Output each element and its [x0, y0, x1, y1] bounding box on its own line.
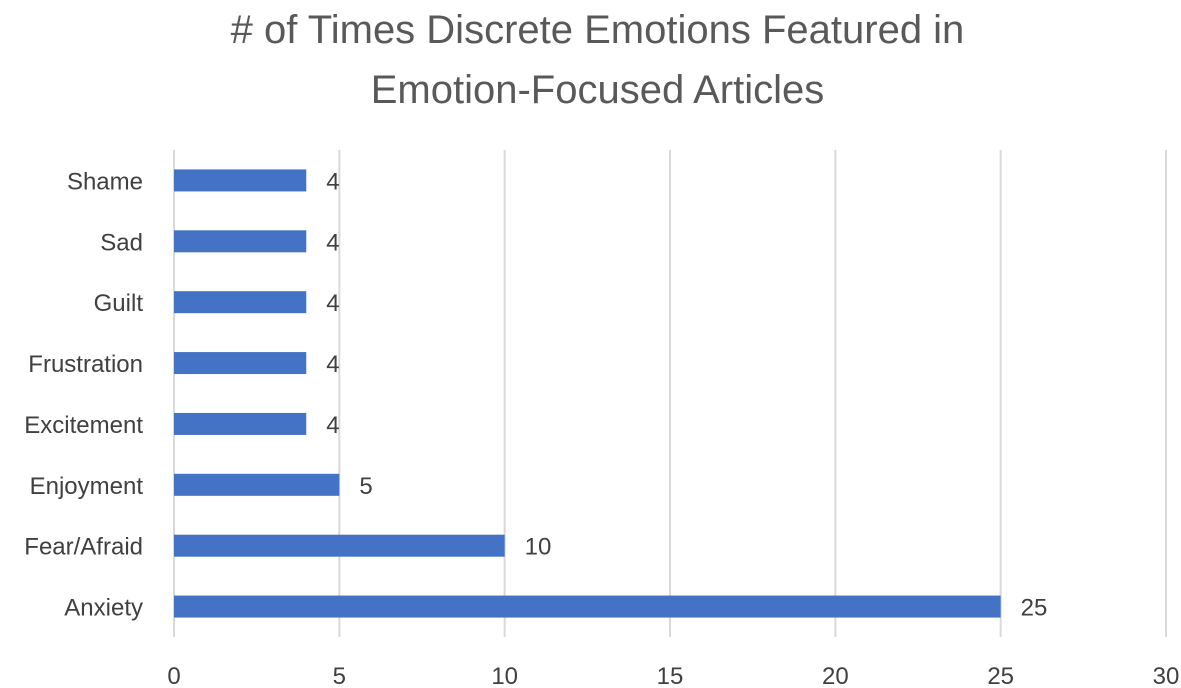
x-tick-label: 15: [657, 663, 684, 688]
data-label: 4: [326, 351, 339, 378]
y-category-label: Frustration: [28, 351, 143, 378]
data-label: 25: [1021, 595, 1048, 622]
data-label: 4: [326, 290, 339, 317]
gridlines: [173, 150, 1167, 637]
y-category-label: Anxiety: [64, 595, 143, 622]
x-tick-label: 5: [333, 663, 346, 688]
bar: [174, 291, 307, 314]
y-category-label: Guilt: [94, 290, 144, 317]
x-tick-label: 10: [491, 663, 518, 688]
bar: [174, 169, 307, 192]
bar: [174, 412, 307, 435]
x-tick-label: 0: [167, 663, 180, 688]
y-category-label: Sad: [100, 229, 143, 256]
y-category-label: Enjoyment: [30, 473, 144, 500]
x-tick-label: 20: [822, 663, 849, 688]
data-labels: 4 4 4 4 4 5 10 25: [326, 168, 1047, 621]
bars: [174, 169, 1001, 618]
category-axis-labels: Shame Sad Guilt Frustration Excitement Enjoym…: [24, 168, 143, 621]
x-tick-label: 30: [1153, 663, 1180, 688]
bar: [174, 352, 307, 375]
bar: [174, 534, 505, 557]
y-category-label: Fear/Afraid: [24, 534, 143, 561]
y-category-label: Shame: [67, 168, 143, 195]
data-label: 4: [326, 412, 339, 439]
chart-title: # of Times Discrete Emotions Featured in…: [0, 0, 1181, 120]
data-label: 4: [326, 229, 339, 256]
bar: [174, 473, 340, 496]
data-label: 5: [359, 473, 372, 500]
data-label: 10: [525, 534, 552, 561]
bar: [174, 595, 1001, 618]
chart-title-line-1: # of Times Discrete Emotions Featured in: [230, 8, 965, 52]
chart-title-line-2: Emotion-Focused Articles: [370, 68, 825, 112]
value-axis-tick-labels: 0 5 10 15 20 25 30: [167, 663, 1179, 688]
x-tick-label: 25: [987, 663, 1014, 688]
bar: [174, 230, 307, 253]
y-category-label: Excitement: [24, 412, 143, 439]
data-label: 4: [326, 168, 339, 195]
